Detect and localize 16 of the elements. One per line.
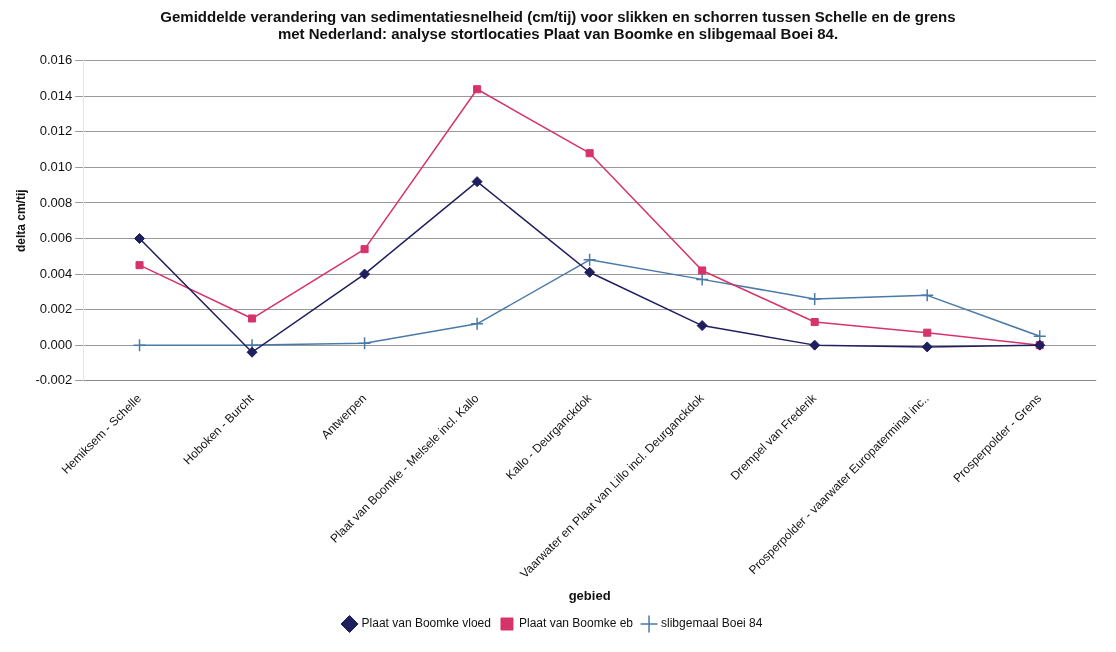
- legend-label: Plaat van Boomke eb: [518, 616, 634, 631]
- legend-label: Plaat van Boomke vloed: [361, 616, 491, 631]
- y-axis-title: delta cm/tij: [13, 189, 28, 253]
- y-tick-label: 0.004: [39, 265, 73, 281]
- x-axis-title: gebied: [568, 587, 611, 603]
- legend-label: slibgemaal Boei 84: [661, 616, 763, 631]
- y-tick-label: 0.000: [39, 336, 73, 352]
- y-tick-label: 0.010: [39, 159, 73, 174]
- y-tick-label: -0.002: [35, 372, 73, 388]
- y-tick-label: 0.016: [39, 52, 73, 68]
- y-tick-label: 0.002: [39, 301, 73, 317]
- chart-title: Gemiddelde verandering van sedimentatiesnelheid (cm/tij) voor slikken en schorren tussen Schelle en de grens met Nederland: analyse stortlocaties Plaat van Boomke en slibgemaal Boei 84.: [159, 7, 957, 44]
- y-tick-label: 0.006: [39, 230, 73, 246]
- y-tick-label: 0.012: [39, 123, 73, 139]
- y-tick-label: 0.008: [39, 194, 73, 210]
- y-tick-label: 0.014: [39, 87, 73, 103]
